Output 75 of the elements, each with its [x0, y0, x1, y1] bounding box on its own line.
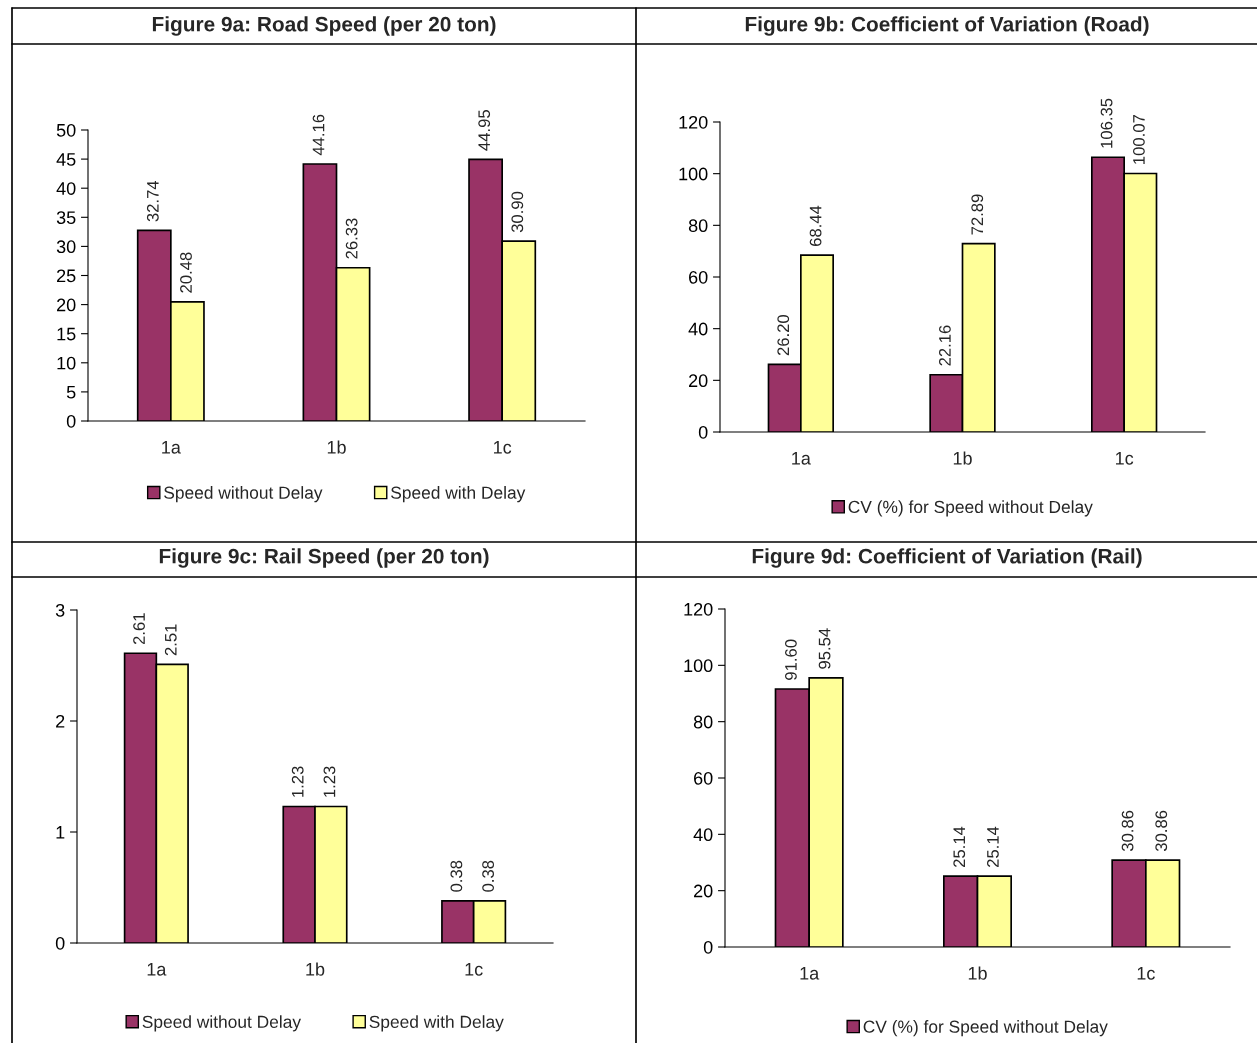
data-label: 44.16	[312, 114, 325, 156]
legend-label: Speed with Delay	[369, 1015, 504, 1032]
x-tick-label: 1b	[968, 966, 987, 980]
data-label: 30.90	[511, 191, 524, 233]
y-tick-label: 20	[694, 884, 713, 898]
y-tick-label: 100	[684, 659, 713, 673]
data-label: 100.07	[1133, 115, 1145, 164]
data-label: 30.86	[1121, 810, 1134, 852]
y-tick-label: 60	[694, 771, 713, 785]
data-label: 72.89	[971, 194, 984, 235]
legend-label: CV (%) for Speed without Delay	[848, 500, 1093, 517]
y-tick-label: 15	[57, 327, 76, 341]
data-label: 1.23	[291, 766, 304, 797]
data-label: 2.61	[133, 613, 145, 645]
data-label: 0.38	[482, 860, 495, 892]
y-tick-label: 35	[56, 211, 76, 225]
y-tick-label: 45	[56, 153, 76, 166]
data-label: 25.14	[987, 826, 999, 868]
x-tick-label: 1a	[800, 967, 820, 980]
x-tick-label: 1b	[306, 962, 325, 976]
y-tick-label: 1	[56, 826, 65, 839]
y-tick-label: 0	[66, 414, 76, 428]
y-tick-label: 20	[689, 374, 708, 388]
y-tick-label: 50	[56, 123, 76, 137]
y-tick-label: 3	[55, 603, 65, 617]
legend-label: Speed without Delay	[142, 1015, 301, 1032]
y-tick-label: 120	[684, 602, 713, 616]
data-label: 32.74	[146, 180, 159, 222]
data-label: 2.51	[164, 624, 177, 656]
y-tick-label: 120	[679, 115, 708, 129]
x-tick-label: 1c	[465, 963, 483, 976]
y-tick-label: 10	[57, 356, 76, 370]
y-tick-label: 40	[688, 322, 708, 336]
y-tick-label: 2	[56, 714, 65, 728]
y-tick-label: 80	[688, 219, 708, 233]
x-tick-label: 1c	[494, 441, 512, 454]
y-tick-label: 20	[57, 298, 76, 312]
x-tick-label: 1b	[953, 451, 972, 465]
y-tick-label: 25	[57, 269, 76, 283]
chart-title: Figure 9a: Road Speed (per 20 ton)	[152, 16, 496, 36]
data-label: 20.48	[180, 252, 192, 293]
data-label: 22.16	[939, 325, 951, 366]
legend-label: Speed without Delay	[164, 486, 323, 503]
data-label: 91.60	[785, 639, 797, 680]
chart-title: Figure 9d: Coefficient of Variation (Rail)	[752, 548, 1142, 568]
x-tick-label: 1a	[147, 963, 167, 976]
legend-label: CV (%) for Speed without Delay	[863, 1020, 1108, 1037]
data-label: 26.20	[777, 314, 790, 356]
data-label: 0.38	[450, 860, 463, 892]
y-tick-label: 0	[703, 940, 713, 954]
chart-title: Figure 9c: Rail Speed (per 20 ton)	[159, 548, 489, 568]
data-label: 95.54	[818, 628, 831, 669]
x-tick-label: 1a	[162, 441, 181, 454]
x-tick-label: 1c	[1116, 452, 1134, 465]
data-label: 68.44	[809, 205, 822, 247]
x-tick-label: 1b	[327, 440, 346, 454]
x-tick-label: 1c	[1137, 967, 1155, 980]
data-label: 30.86	[1155, 810, 1168, 852]
data-label: 44.95	[478, 110, 491, 151]
y-tick-label: 0	[698, 425, 708, 439]
y-tick-label: 30	[56, 240, 76, 254]
y-tick-label: 5	[66, 386, 76, 399]
y-tick-label: 0	[55, 936, 65, 950]
x-tick-label: 1a	[792, 452, 811, 465]
legend-label: Speed with Delay	[391, 486, 526, 503]
data-label: 1.23	[323, 766, 336, 797]
y-tick-label: 60	[689, 270, 708, 284]
y-tick-label: 100	[679, 167, 708, 181]
chart-title: Figure 9b: Coefficient of Variation (Road)	[745, 16, 1149, 36]
data-label: 26.33	[345, 218, 358, 259]
y-tick-label: 40	[56, 182, 76, 195]
y-tick-label: 80	[693, 715, 713, 729]
data-label: 106.35	[1100, 98, 1113, 148]
data-label: 25.14	[953, 826, 966, 868]
y-tick-label: 40	[693, 828, 713, 842]
